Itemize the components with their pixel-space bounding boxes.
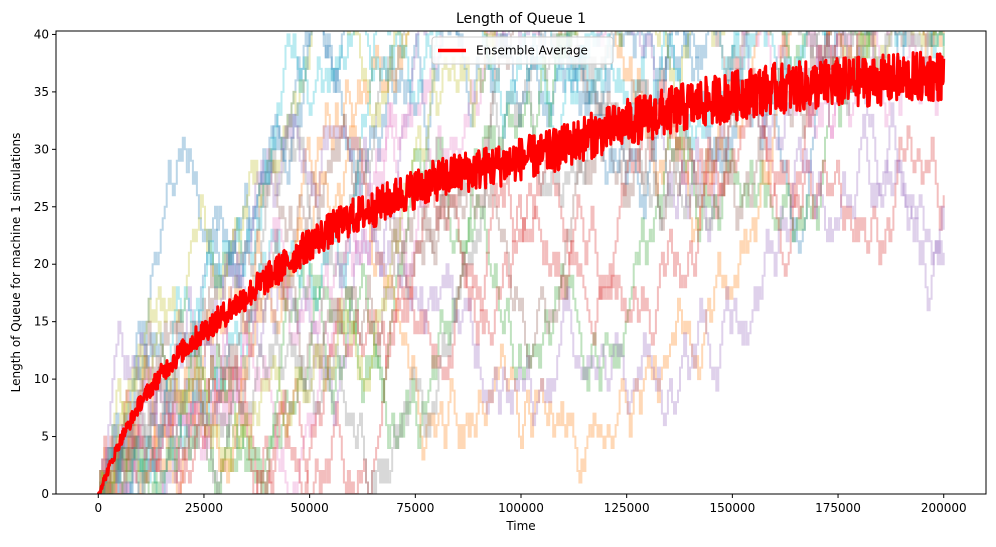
legend-box	[431, 36, 614, 65]
simulation-trace	[98, 31, 889, 494]
simulation-trace	[98, 31, 861, 494]
x-tick-label: 0	[94, 501, 102, 515]
simulation-trace	[98, 79, 945, 494]
y-tick-label: 30	[34, 142, 49, 156]
simulation-trace	[98, 31, 891, 494]
legend: Ensemble Average	[431, 36, 614, 65]
y-tick-label: 35	[34, 85, 49, 99]
y-tick-label: 40	[34, 27, 49, 41]
x-axis-ticks: 0 25000 50000 75000 100000 125000 150000 175000…	[94, 494, 967, 515]
y-axis-ticks: 0 5 10 15 20 25 30 35 40	[34, 27, 56, 501]
simulation-trace	[98, 113, 945, 494]
x-tick-label: 25000	[185, 501, 223, 515]
x-tick-label: 200000	[921, 501, 967, 515]
y-tick-label: 10	[34, 372, 49, 386]
x-tick-label: 175000	[815, 501, 861, 515]
simulation-trace	[98, 31, 935, 494]
chart-title: Length of Queue 1	[456, 11, 586, 27]
y-tick-label: 15	[34, 315, 49, 329]
simulation-trace	[98, 31, 929, 494]
simulation-trace	[98, 31, 873, 494]
x-axis-title: Time	[505, 519, 535, 533]
ensemble-average-line	[96, 50, 946, 494]
simulation-trace	[98, 31, 832, 494]
y-tick-label: 0	[41, 487, 49, 501]
x-tick-label: 100000	[498, 501, 544, 515]
legend-label-ensemble-average: Ensemble Average	[476, 44, 588, 58]
y-axis-title: Length of Queue for machine 1 simulation…	[9, 133, 23, 393]
y-tick-label: 5	[41, 430, 49, 444]
simulation-trace	[98, 31, 925, 494]
ensemble-average-layer	[96, 50, 946, 494]
y-tick-label: 20	[34, 257, 49, 271]
simulation-trace	[98, 31, 937, 494]
x-tick-label: 125000	[604, 501, 650, 515]
simulation-trace	[98, 31, 937, 494]
simulation-trace	[98, 31, 945, 494]
simulation-trace	[98, 31, 945, 494]
y-tick-label: 25	[34, 200, 49, 214]
x-tick-label: 75000	[396, 501, 434, 515]
x-tick-label: 50000	[291, 501, 329, 515]
simulation-trace	[98, 31, 907, 494]
x-tick-label: 150000	[709, 501, 755, 515]
